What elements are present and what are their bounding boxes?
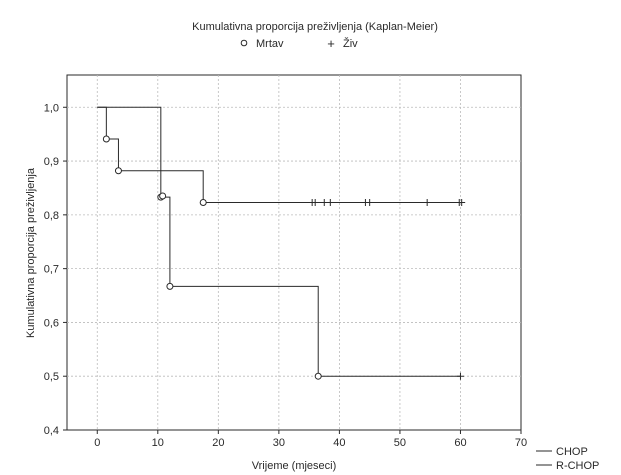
x-tick-label: 30: [273, 437, 285, 449]
x-tick-label: 0: [94, 437, 100, 449]
x-tick-label: 10: [152, 437, 164, 449]
axis-ticks: 0 10 20 30 40 50 60 70 0,4 0,5 0,6 0,7 0,8 0,9 1,0: [44, 102, 527, 449]
survival-curve-chop: [97, 106, 461, 377]
y-tick-label: 0,9: [44, 156, 59, 168]
death-marker: [314, 372, 322, 380]
death-marker: [166, 282, 174, 290]
legend-alive-marker: +: [327, 36, 335, 51]
x-axis-label: Vrijeme (mjeseci): [252, 460, 337, 472]
legend-dead-label: Mrtav: [256, 38, 284, 50]
censored-marker: [366, 198, 374, 206]
survival-curves: [97, 106, 466, 380]
legend-label-r-chop: R-CHOP: [556, 460, 599, 472]
gridlines: [67, 75, 521, 430]
censored-marker: [423, 198, 431, 206]
x-tick-label: 20: [212, 437, 224, 449]
censored-marker: [326, 198, 334, 206]
censored-marker: [456, 372, 464, 380]
legend-label-chop: CHOP: [556, 446, 588, 458]
y-axis-label: Kumulativna proporcija preživljenja: [25, 167, 37, 338]
y-tick-label: 0,8: [44, 210, 59, 222]
y-tick-label: 0,6: [44, 317, 59, 329]
censored-marker: [320, 198, 328, 206]
x-tick-label: 50: [394, 437, 406, 449]
x-tick-label: 70: [515, 437, 527, 449]
y-tick-label: 0,4: [44, 425, 59, 437]
y-tick-label: 0,7: [44, 264, 59, 276]
death-marker: [199, 198, 207, 206]
chart-title: Kumulativna proporcija preživljenja (Kap…: [192, 21, 438, 33]
plot-frame: [66, 74, 522, 431]
censored-marker: [458, 198, 466, 206]
death-marker: [159, 192, 167, 200]
y-tick-label: 1,0: [44, 102, 59, 114]
series-legend: CHOP R-CHOP: [536, 446, 599, 472]
death-marker: [114, 167, 122, 175]
legend-dead-marker: [240, 39, 248, 47]
death-marker: [102, 135, 110, 143]
y-tick-label: 0,5: [44, 371, 59, 383]
x-tick-label: 40: [333, 437, 345, 449]
legend-alive-label: Živ: [343, 37, 358, 50]
x-tick-label: 60: [454, 437, 466, 449]
censored-marker: [311, 198, 319, 206]
